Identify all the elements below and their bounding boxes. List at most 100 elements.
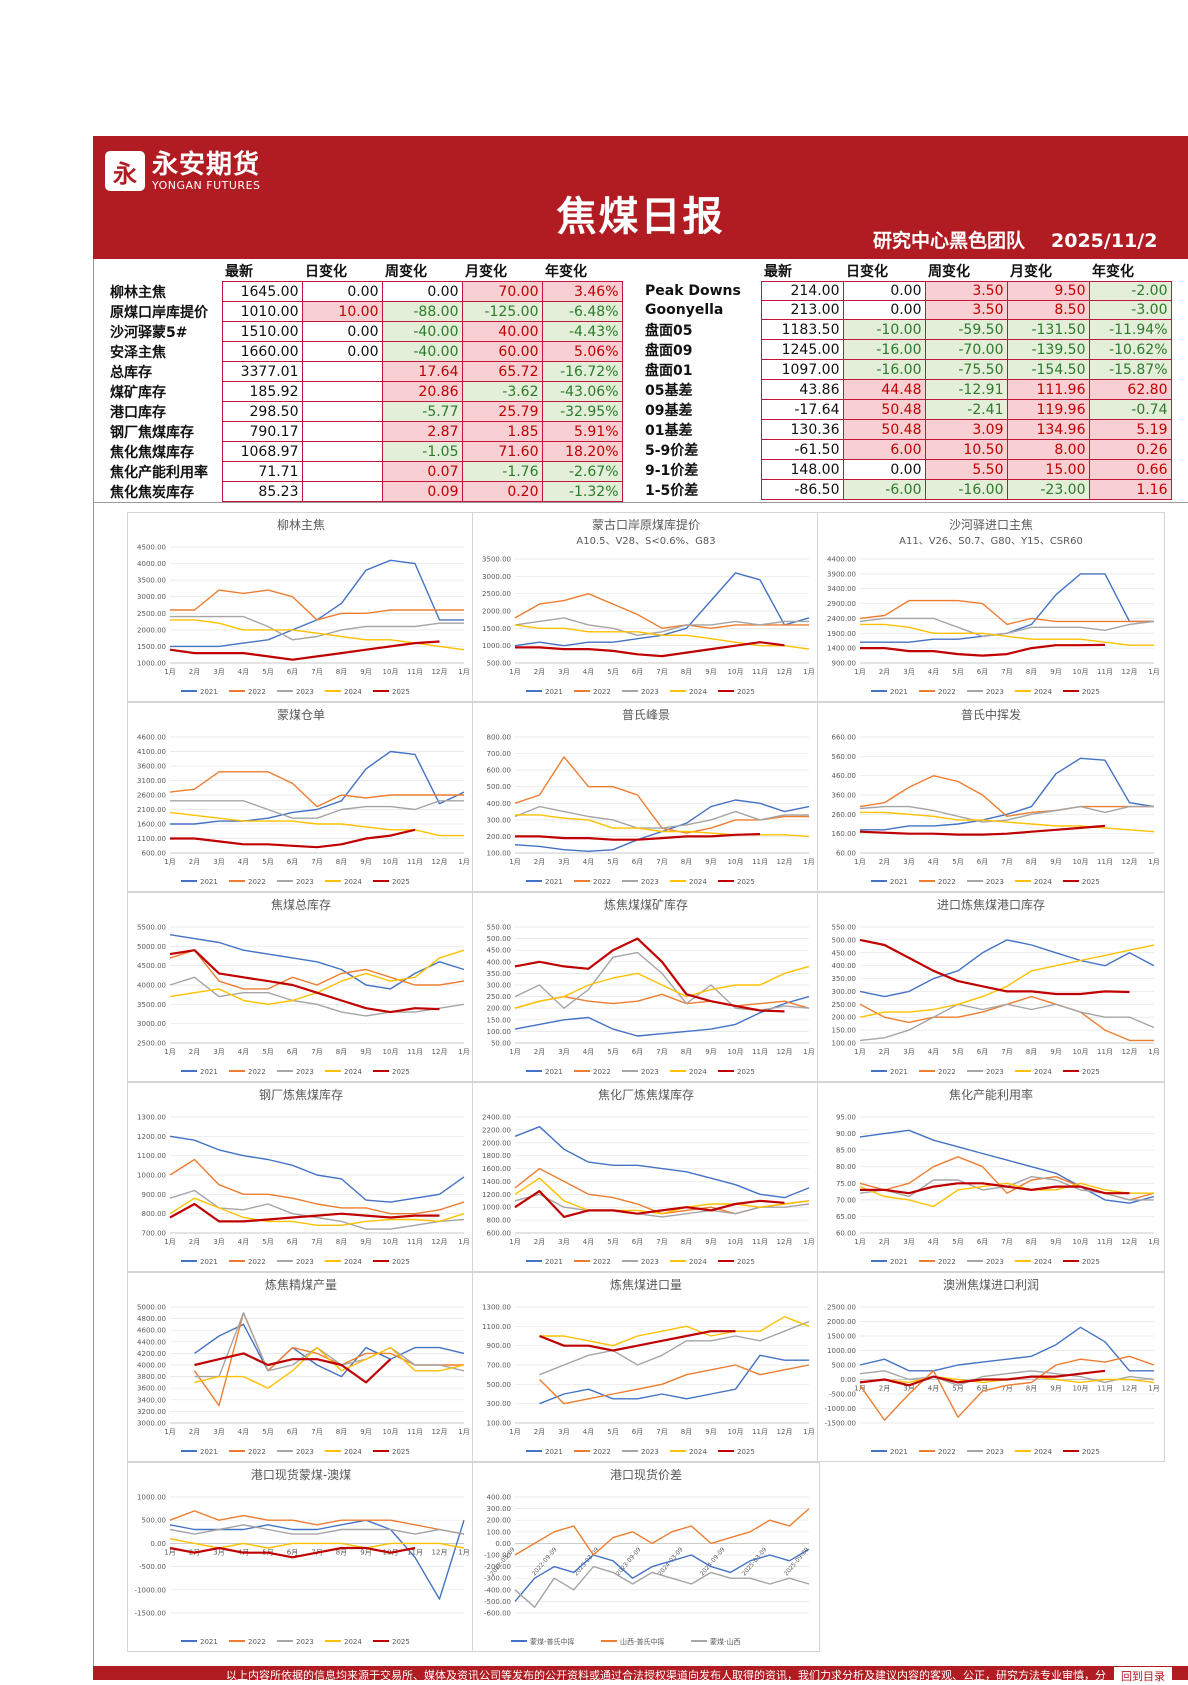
legend-label: 2024 xyxy=(1034,1258,1052,1266)
table-row: 焦化焦煤库存 1068.97 -1.05 71.60 18.20% xyxy=(110,441,623,462)
cell-week: 0.00 xyxy=(381,281,463,302)
y-tick-label: 500.00 xyxy=(832,936,857,944)
legend-label: 2025 xyxy=(1082,878,1100,886)
x-tick-label: 2月 xyxy=(534,1428,545,1436)
chart-port-price-spread: 港口现货价差 400.00 300.00 200.00 100.00 0.00 -100.0… xyxy=(472,1462,820,1652)
x-tick-label: 1月 xyxy=(803,1048,814,1056)
cell-latest: 213.00 xyxy=(760,300,844,320)
y-tick-label: 0.00 xyxy=(150,1540,166,1548)
cell-day: 0.00 xyxy=(842,459,926,480)
row-label: 焦化焦煤库存 xyxy=(110,444,194,461)
y-tick-label: -500.00 xyxy=(139,1563,166,1571)
x-tick-label: 9月 xyxy=(1050,668,1061,676)
x-tick-label: 8月 xyxy=(336,1428,347,1436)
y-tick-label: -400.00 xyxy=(484,1586,511,1594)
series-line-2023 xyxy=(859,1176,1154,1201)
y-tick-label: 3600.00 xyxy=(137,1385,166,1393)
legend-label: 2022 xyxy=(248,1068,266,1076)
chart-title: 普氏峰景 xyxy=(622,708,670,722)
cell-week: 10.50 xyxy=(924,439,1008,460)
x-tick-label: 12月 xyxy=(1122,1048,1138,1056)
x-tick-label: 6月 xyxy=(977,1048,988,1056)
series-line-2024 xyxy=(859,1182,1154,1208)
x-tick-label: 2月 xyxy=(534,668,545,676)
legend-label: 蒙煤-山西 xyxy=(710,1637,741,1646)
legend-label: 2025 xyxy=(1082,1068,1100,1076)
cell-year: 5.06% xyxy=(541,341,623,362)
chart-title: 澳洲焦煤进口利润 xyxy=(943,1278,1039,1292)
price-stock-table: 最新 日变化 周变化 月变化 年变化 柳林主焦 1645.00 0.00 0.00 70.00 3.… xyxy=(110,261,623,502)
row-label: 09基差 xyxy=(645,402,693,419)
legend-label: 2025 xyxy=(737,1258,755,1266)
chart-title: 蒙煤仓单 xyxy=(277,708,325,722)
legend-label: 2023 xyxy=(986,1258,1004,1266)
legend-label: 2023 xyxy=(641,878,659,886)
x-tick-label: 4月 xyxy=(928,668,939,676)
cell-day: 10.00 xyxy=(301,301,383,322)
cell-month: -125.00 xyxy=(461,301,543,322)
back-to-toc-link[interactable]: 回到目录 xyxy=(1114,1667,1172,1685)
chart-subtitle: A11、V26、S0.7、G80、Y15、CSR60 xyxy=(899,536,1083,547)
cell-month: 8.50 xyxy=(1006,300,1090,320)
chart-svg: 焦化厂炼焦煤库存 2400.00 2200.00 2000.00 1800.00 1600… xyxy=(482,1087,815,1266)
row-label: 钢厂焦煤库存 xyxy=(110,424,194,441)
row-label: 1-5价差 xyxy=(645,482,699,499)
row-label: Peak Downs xyxy=(645,283,741,299)
legend-label: 2023 xyxy=(641,1448,659,1456)
series-line-2021 xyxy=(514,799,810,852)
cell-latest: 185.92 xyxy=(221,381,303,402)
cell-day xyxy=(301,481,383,502)
y-tick-label: 75.00 xyxy=(836,1180,856,1188)
x-tick-label: 10月 xyxy=(383,1238,399,1246)
y-tick-label: 0.00 xyxy=(840,1376,856,1384)
x-tick-label: 5月 xyxy=(952,668,963,676)
y-tick-label: 4800.00 xyxy=(137,1315,166,1323)
legend-label: 山西-普氏中挥 xyxy=(620,1637,665,1646)
chart-title: 普氏中挥发 xyxy=(961,707,1021,722)
chart-port-stock: 进口炼焦煤港口库存 550.00 500.00 450.00 400.00 350.00 3… xyxy=(817,892,1165,1082)
y-tick-label: 60.00 xyxy=(836,850,856,858)
row-label: 5-9价差 xyxy=(645,442,699,459)
table-row: Peak Downs 214.00 0.00 3.50 9.50 -2.00 xyxy=(643,281,1172,301)
legend-label: 2024 xyxy=(344,1068,362,1076)
y-tick-label: 1900.00 xyxy=(827,630,856,638)
y-tick-label: 300.00 xyxy=(832,988,857,996)
legend-label: 2021 xyxy=(545,688,563,696)
y-tick-label: 350.00 xyxy=(832,975,857,983)
cell-week: -1.05 xyxy=(381,441,463,462)
chart-svg: 蒙煤仓单 4600.00 4100.00 3600.00 3100.00 2600.00 2… xyxy=(137,708,470,886)
x-tick-label: 5月 xyxy=(262,1048,273,1056)
chart-mill-stock: 钢厂炼焦煤库存 1300.00 1200.00 1100.00 1000.00 900.0… xyxy=(127,1082,475,1272)
cell-month: -23.00 xyxy=(1006,479,1090,500)
x-tick-label: 1月 xyxy=(509,1428,520,1436)
cell-week: 3.50 xyxy=(924,300,1008,320)
legend-label: 2021 xyxy=(545,1258,563,1266)
chart-mine-stock: 炼焦煤煤矿库存 550.00 500.00 450.00 400.00 350.00 300… xyxy=(472,892,820,1082)
legend-label: 2024 xyxy=(689,878,707,886)
series-line-2023 xyxy=(169,1524,465,1535)
y-tick-label: 150.00 xyxy=(487,1016,512,1024)
row-label: 05基差 xyxy=(645,382,693,399)
y-tick-label: 700.00 xyxy=(142,1230,167,1238)
series-line-2021 xyxy=(169,1135,465,1203)
y-tick-label: 5000.00 xyxy=(137,1304,166,1312)
y-tick-label: 4100.00 xyxy=(137,748,166,756)
cell-month: -131.50 xyxy=(1006,319,1090,340)
y-tick-label: 1500.00 xyxy=(827,1333,856,1341)
x-tick-label: 4月 xyxy=(238,1238,249,1246)
x-tick-label: 2月 xyxy=(879,1238,890,1246)
x-tick-label: 8月 xyxy=(336,1048,347,1056)
y-tick-label: 1500.00 xyxy=(137,643,166,651)
cell-week: -40.00 xyxy=(381,321,463,342)
row-label: 沙河驿蒙5# xyxy=(110,324,188,341)
x-tick-label: 1月 xyxy=(1148,858,1159,866)
y-tick-label: -500.00 xyxy=(484,1598,511,1606)
x-tick-label: 7月 xyxy=(1001,1385,1012,1393)
y-tick-label: 2600.00 xyxy=(137,792,166,800)
series-line-2023 xyxy=(170,615,464,641)
x-tick-label: 6月 xyxy=(632,1048,643,1056)
company-name-cn: 永安期货 xyxy=(152,149,261,180)
row-label: 焦化焦炭库存 xyxy=(110,484,194,501)
x-tick-label: 12月 xyxy=(432,668,448,676)
legend-label: 2025 xyxy=(737,688,755,696)
